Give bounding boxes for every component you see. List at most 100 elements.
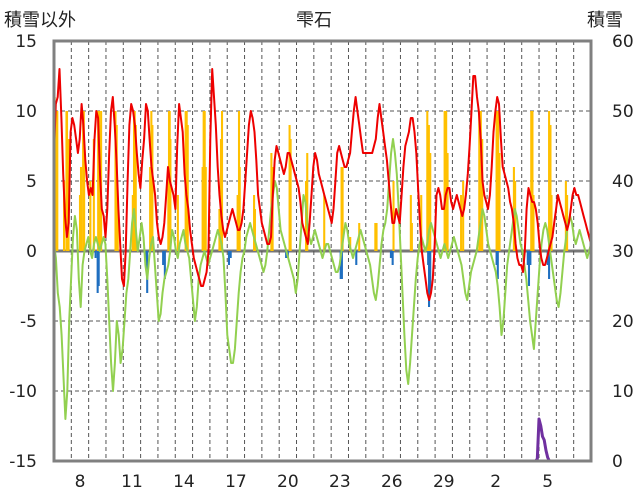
sunshine-bar xyxy=(531,111,534,251)
sunshine-bar xyxy=(481,139,484,251)
precipitation-bar xyxy=(355,251,358,265)
sunshine-bar xyxy=(151,125,154,251)
precipitation-bar xyxy=(163,251,166,279)
sunshine-bar xyxy=(340,167,343,251)
right-axis-tick-label: 0 xyxy=(612,452,623,472)
left-axis-tick-label: 15 xyxy=(15,32,37,52)
x-axis-tick-label: 8 xyxy=(75,472,86,492)
sunshine-bar xyxy=(374,223,377,251)
precipitation-bar xyxy=(527,251,531,286)
x-axis-tick-label: 26 xyxy=(381,472,403,492)
chart-title: 雫石 xyxy=(296,10,332,31)
left-axis-tick-label: -15 xyxy=(9,452,37,472)
sunshine-bar xyxy=(426,111,429,251)
sunshine-bar xyxy=(65,111,69,251)
sunshine-bar xyxy=(176,195,179,251)
sunshine-bar xyxy=(479,111,482,251)
sunshine-bar xyxy=(169,139,172,251)
sunshine-bar xyxy=(218,209,221,251)
left-axis-tick-label: -5 xyxy=(20,312,37,332)
precipitation-bar xyxy=(227,251,230,265)
sunshine-bar xyxy=(92,139,95,251)
sunshine-bar xyxy=(375,223,378,251)
sunshine-bar xyxy=(460,195,463,251)
x-axis-tick-label: 29 xyxy=(433,472,455,492)
x-axis-tick-label: 20 xyxy=(277,472,299,492)
precipitation-bar xyxy=(97,251,100,286)
precipitation-bar xyxy=(285,251,288,258)
sunshine-bar xyxy=(134,125,137,251)
left-axis-label: 積雪以外 xyxy=(4,10,76,31)
sunshine-bar xyxy=(306,153,309,251)
sunshine-bar xyxy=(445,111,448,251)
sunshine-bar xyxy=(83,153,86,251)
sunshine-bar xyxy=(341,167,344,251)
precipitation-bar xyxy=(496,251,499,279)
right-axis-tick-label: 10 xyxy=(612,382,634,402)
precipitation-bar xyxy=(389,251,392,258)
right-axis-label: 積雪 xyxy=(587,10,623,31)
x-axis-tick-label: 14 xyxy=(173,472,195,492)
sunshine-bar xyxy=(114,111,117,251)
precipitation-bar xyxy=(529,251,532,265)
sunshine-bar xyxy=(550,195,553,251)
sunshine-bar xyxy=(495,111,498,251)
sunshine-bar xyxy=(56,111,59,251)
sunshine-bar xyxy=(238,167,241,251)
x-axis-tick-label: 11 xyxy=(121,472,143,492)
plot-frame xyxy=(52,39,593,463)
sunshine-bar xyxy=(443,111,446,251)
sunshine-bar xyxy=(236,195,239,251)
precipitation-bar xyxy=(526,251,529,265)
precipitation-bar xyxy=(94,251,97,258)
x-axis-tick-label: 5 xyxy=(542,472,553,492)
wind-series-line xyxy=(53,138,592,420)
x-axis-tick-label: 17 xyxy=(225,472,247,492)
sunshine-bar xyxy=(548,111,551,251)
sunshine-bar xyxy=(429,153,432,251)
sunshine-bar xyxy=(446,153,449,251)
precipitation-bar xyxy=(548,251,551,279)
sunshine-bar xyxy=(427,125,430,251)
sunshine-bar xyxy=(420,195,423,251)
right-axis-tick-label: 60 xyxy=(612,32,634,52)
sunshine-bar xyxy=(564,181,567,251)
sunshine-bar xyxy=(204,167,207,251)
sunshine-bar xyxy=(530,111,533,251)
sunshine-bar xyxy=(149,167,152,251)
sunshine-bar xyxy=(549,125,552,251)
precipitation-bar xyxy=(427,251,431,307)
precipitation-bar xyxy=(162,251,165,265)
sunshine-bar xyxy=(89,181,92,251)
sunshine-bar xyxy=(289,139,292,251)
left-axis-tick-label: 10 xyxy=(15,102,37,122)
right-axis-tick-label: 50 xyxy=(612,102,634,122)
x-axis-tick-label: 23 xyxy=(329,472,351,492)
left-axis-tick-label: 5 xyxy=(26,172,37,192)
sunshine-bar xyxy=(497,111,500,251)
precipitation-bar xyxy=(229,251,232,258)
right-axis-tick-label: 20 xyxy=(612,312,634,332)
sunshine-bar xyxy=(478,111,481,251)
grid xyxy=(54,41,591,461)
right-axis-tick-label: 30 xyxy=(612,242,634,262)
right-axis-tick-label: 40 xyxy=(612,172,634,192)
sunshine-bar xyxy=(79,167,83,251)
precipitation-bar xyxy=(495,251,498,265)
sunshine-bar xyxy=(498,153,501,251)
sunshine-bar xyxy=(532,195,535,251)
precipitation-bar xyxy=(339,251,342,279)
precipitation-bar xyxy=(391,251,394,265)
sunshine-bar xyxy=(410,223,413,251)
sunshine-bar xyxy=(514,181,517,251)
sunshine-bar xyxy=(253,209,256,251)
sunshine-bar xyxy=(392,181,395,251)
precipitation-bar xyxy=(429,251,432,293)
precipitation-bar xyxy=(340,251,343,279)
left-axis-tick-label: -10 xyxy=(9,382,37,402)
sunshine-bar xyxy=(220,111,224,251)
x-axis-tick-label: 2 xyxy=(490,472,501,492)
sunshine-bar xyxy=(323,195,326,251)
